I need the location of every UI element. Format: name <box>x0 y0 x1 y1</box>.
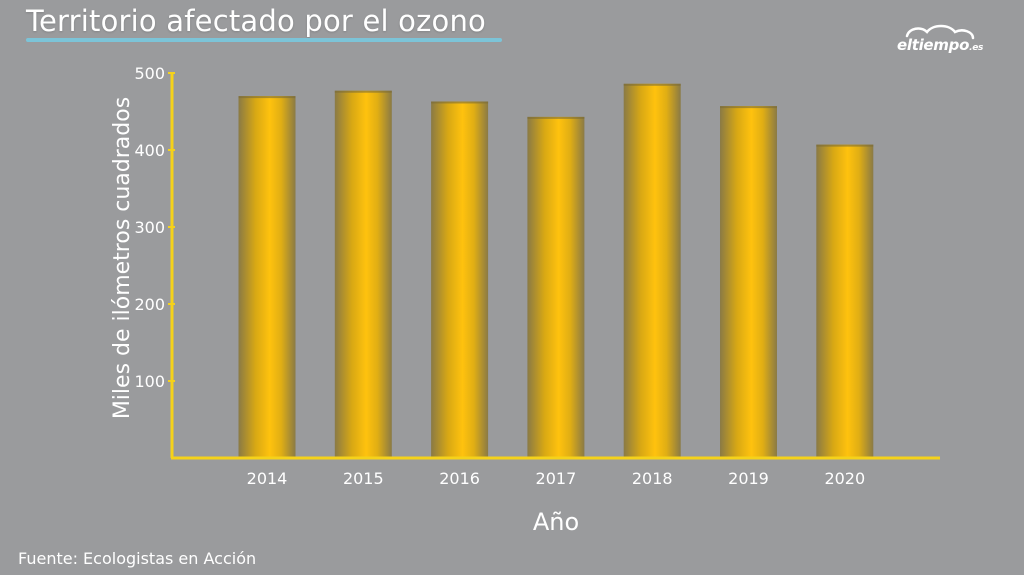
bar-2018 <box>623 83 681 458</box>
bar-top-2015 <box>334 90 392 93</box>
bar-2014 <box>238 96 296 458</box>
y-tick-label-100: 100 <box>134 372 165 391</box>
source-note: Fuente: Ecologistas en Acción <box>18 549 257 568</box>
x-tick-label-2014: 2014 <box>247 469 288 488</box>
bar-top-2020 <box>816 144 874 147</box>
y-tick-label-200: 200 <box>134 295 165 314</box>
logo-text-main: eltiempo <box>897 36 970 54</box>
logo-text-suffix: .es <box>969 43 984 53</box>
x-tick-label-2015: 2015 <box>343 469 384 488</box>
bar-top-2016 <box>431 101 489 104</box>
bar-top-2017 <box>527 116 585 119</box>
y-tick-label-300: 300 <box>134 218 165 237</box>
eltiempo-logo: eltiempo.es <box>893 24 1005 58</box>
bar-top-2014 <box>238 96 296 99</box>
x-tick-label-2020: 2020 <box>824 469 865 488</box>
x-tick-label-2016: 2016 <box>439 469 480 488</box>
bars-layer <box>238 83 874 459</box>
bar-2015 <box>334 90 392 459</box>
x-tick-label-2019: 2019 <box>728 469 769 488</box>
bar-top-2019 <box>720 106 777 109</box>
bar-top-2018 <box>623 83 681 86</box>
logo-text: eltiempo.es <box>897 36 983 54</box>
x-tick-label-2017: 2017 <box>536 469 577 488</box>
bar-2019 <box>720 106 777 459</box>
y-axis-title: Miles de ilómetros cuadrados <box>110 97 135 419</box>
x-tick-label-2018: 2018 <box>632 469 673 488</box>
bar-2016 <box>431 101 489 459</box>
bar-2017 <box>527 116 585 458</box>
chart-title: Territorio afectado por el ozono <box>26 4 486 38</box>
axes-layer <box>168 72 940 460</box>
labels-layer: 100 200 300 400 500 2014 2015 2016 2017 2018 2019 2… <box>110 64 865 536</box>
x-axis-title: Año <box>533 508 579 536</box>
bar-2020 <box>816 144 874 459</box>
title-underline <box>26 38 502 42</box>
cloud-icon <box>905 24 975 40</box>
y-tick-label-400: 400 <box>134 141 165 160</box>
y-tick-label-500: 500 <box>134 64 165 83</box>
